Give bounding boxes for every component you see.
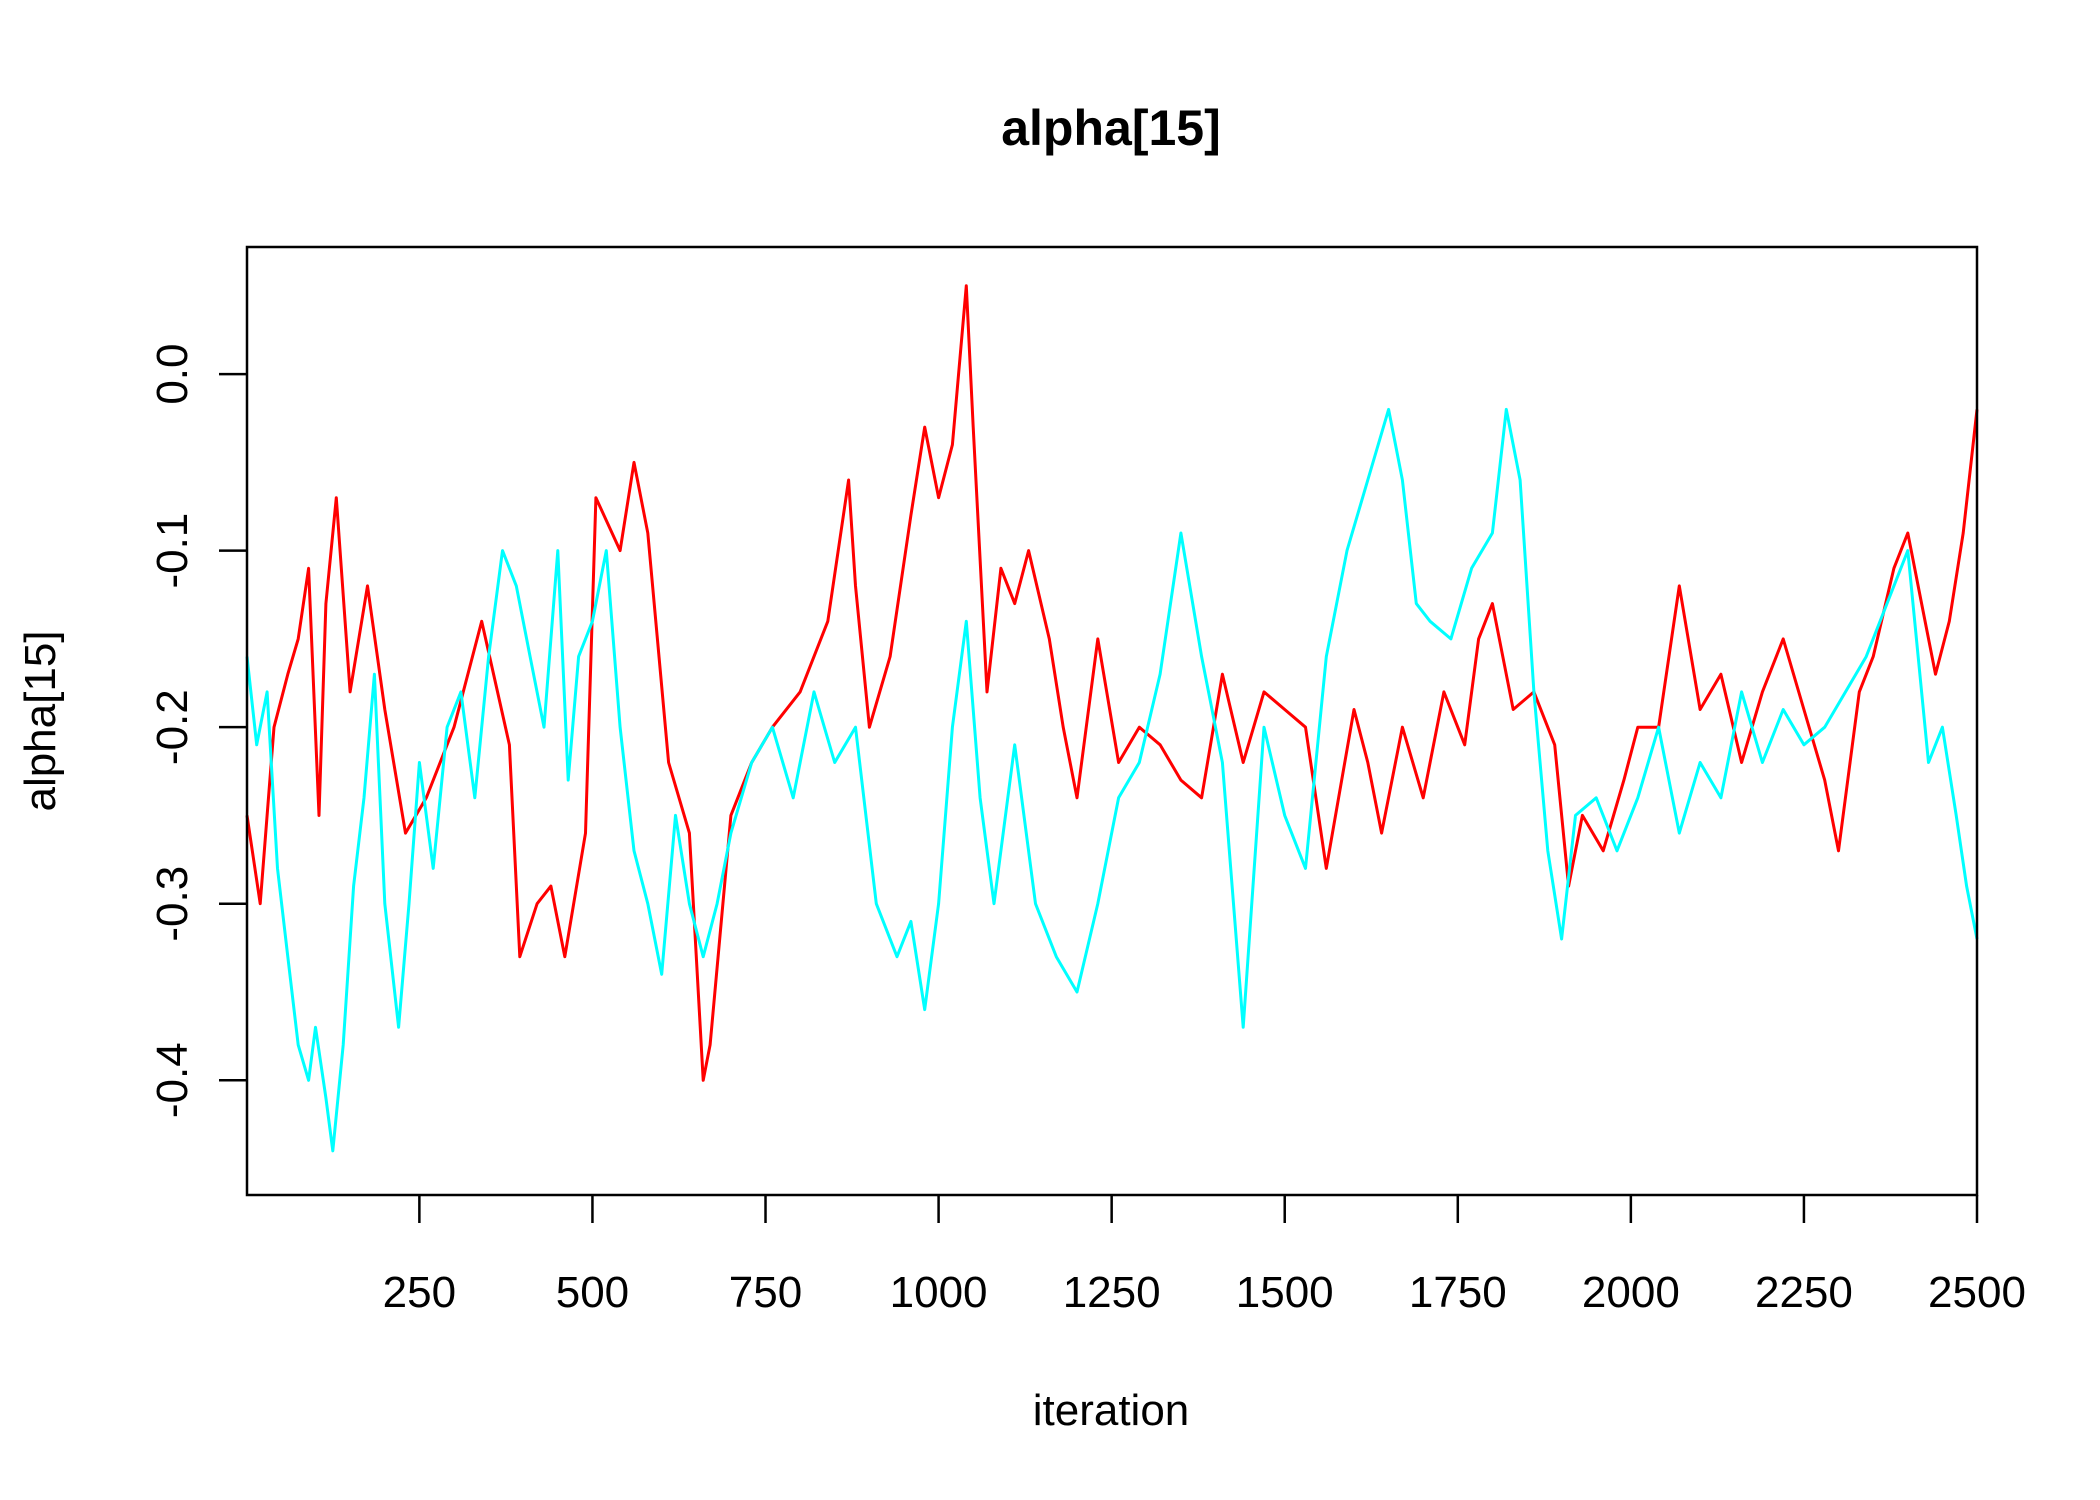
chart-title: alpha[15] [1001, 100, 1221, 156]
y-tick-label: -0.1 [148, 513, 197, 589]
y-axis: -0.4 -0.3 -0.2 -0.1 0.0 [148, 344, 247, 1118]
x-tick-label: 1250 [1063, 1268, 1161, 1317]
series-line-1 [245, 284, 1979, 1082]
x-axis: 250 500 750 1000 1250 1500 1750 2000 2250 2500 [383, 1195, 2026, 1317]
y-tick-label: -0.2 [148, 689, 197, 765]
x-tick-label: 1750 [1409, 1268, 1507, 1317]
x-tick-label: 2250 [1755, 1268, 1853, 1317]
x-tick-label: 1500 [1236, 1268, 1334, 1317]
x-tick-label: 2000 [1582, 1268, 1680, 1317]
x-tick-label: 500 [556, 1268, 629, 1317]
y-tick-label: -0.4 [148, 1042, 197, 1118]
x-tick-label: 1000 [890, 1268, 988, 1317]
series-line-2 [245, 407, 1979, 1153]
series-layer [245, 284, 1979, 1153]
x-axis-label: iteration [1033, 1386, 1190, 1435]
x-tick-label: 2500 [1928, 1268, 2026, 1317]
plot-area [245, 245, 1979, 1197]
x-tick-label: 250 [383, 1268, 456, 1317]
y-axis-label: alpha[15] [16, 630, 65, 811]
y-tick-label: 0.0 [148, 344, 197, 405]
y-tick-label: -0.3 [148, 866, 197, 942]
x-tick-label: 750 [729, 1268, 802, 1317]
